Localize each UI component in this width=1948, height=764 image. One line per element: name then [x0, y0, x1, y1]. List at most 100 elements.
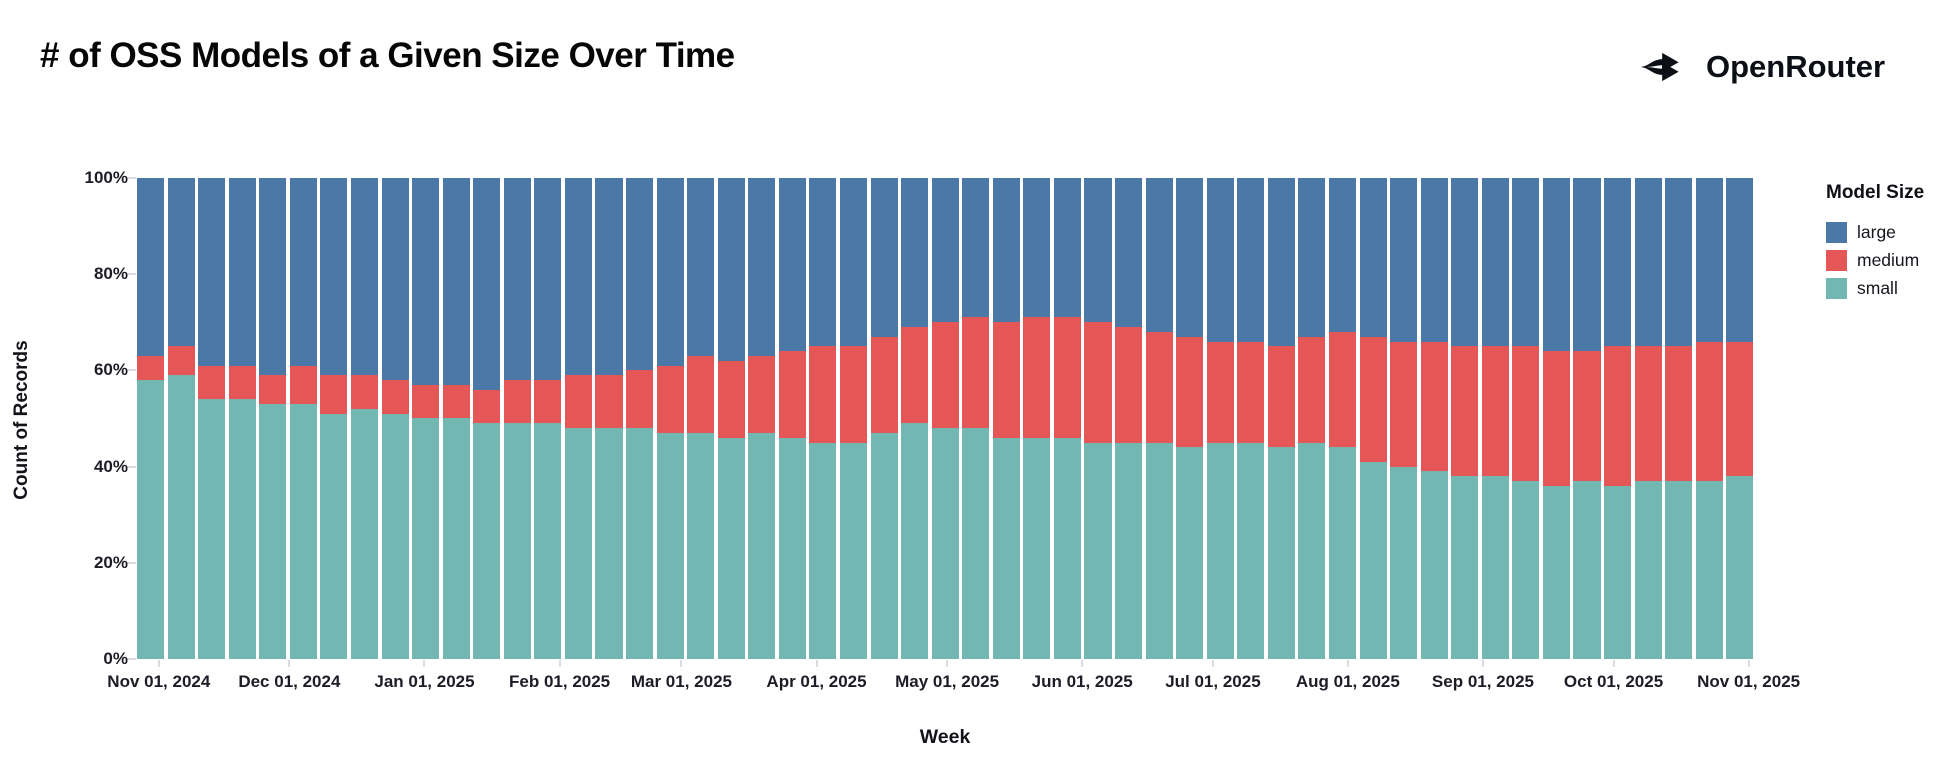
- bar-segment-large[interactable]: [839, 178, 867, 347]
- bar-segment-medium[interactable]: [1115, 327, 1143, 443]
- bar-segment-large[interactable]: [564, 178, 592, 376]
- week-bar[interactable]: [1176, 178, 1204, 659]
- week-bar[interactable]: [137, 178, 165, 659]
- bar-segment-medium[interactable]: [1542, 351, 1570, 486]
- bar-segment-large[interactable]: [1267, 178, 1295, 347]
- bar-segment-medium[interactable]: [1176, 336, 1204, 448]
- week-bar[interactable]: [1359, 178, 1387, 659]
- bar-segment-small[interactable]: [778, 437, 806, 659]
- bar-segment-small[interactable]: [717, 437, 745, 659]
- bar-segment-small[interactable]: [1542, 485, 1570, 659]
- bar-segment-medium[interactable]: [1634, 346, 1662, 482]
- week-bar[interactable]: [1573, 178, 1601, 659]
- week-bar[interactable]: [350, 178, 378, 659]
- week-bar[interactable]: [564, 178, 592, 659]
- bar-segment-medium[interactable]: [320, 375, 348, 414]
- bar-segment-small[interactable]: [1726, 476, 1754, 659]
- bar-segment-small[interactable]: [442, 418, 470, 659]
- week-bar[interactable]: [381, 178, 409, 659]
- bar-segment-medium[interactable]: [962, 317, 990, 429]
- week-bar[interactable]: [717, 178, 745, 659]
- bar-segment-small[interactable]: [534, 423, 562, 659]
- bar-segment-small[interactable]: [992, 437, 1020, 659]
- bar-segment-large[interactable]: [1359, 178, 1387, 337]
- week-bar[interactable]: [1665, 178, 1693, 659]
- bar-segment-small[interactable]: [259, 404, 287, 659]
- bar-segment-small[interactable]: [1145, 442, 1173, 659]
- bar-segment-large[interactable]: [1176, 178, 1204, 337]
- bar-segment-small[interactable]: [473, 423, 501, 659]
- bar-segment-medium[interactable]: [412, 384, 440, 419]
- week-bar[interactable]: [595, 178, 623, 659]
- week-bar[interactable]: [167, 178, 195, 659]
- bar-segment-small[interactable]: [503, 423, 531, 659]
- bar-segment-medium[interactable]: [198, 365, 226, 400]
- bar-segment-large[interactable]: [1634, 178, 1662, 347]
- bar-segment-small[interactable]: [839, 442, 867, 659]
- bar-segment-medium[interactable]: [1145, 331, 1173, 443]
- bar-segment-medium[interactable]: [1726, 341, 1754, 477]
- bar-segment-medium[interactable]: [534, 380, 562, 424]
- bar-segment-small[interactable]: [931, 428, 959, 659]
- bar-segment-small[interactable]: [595, 428, 623, 659]
- bar-segment-small[interactable]: [748, 432, 776, 659]
- bar-segment-large[interactable]: [1604, 178, 1632, 347]
- bar-segment-small[interactable]: [1390, 466, 1418, 659]
- bar-segment-small[interactable]: [1084, 442, 1112, 659]
- bar-segment-small[interactable]: [687, 432, 715, 659]
- bar-segment-large[interactable]: [1542, 178, 1570, 352]
- bar-segment-large[interactable]: [1573, 178, 1601, 352]
- week-bar[interactable]: [626, 178, 654, 659]
- week-bar[interactable]: [1237, 178, 1265, 659]
- bar-segment-small[interactable]: [1298, 442, 1326, 659]
- bar-segment-large[interactable]: [717, 178, 745, 361]
- week-bar[interactable]: [901, 178, 929, 659]
- bar-segment-small[interactable]: [809, 442, 837, 659]
- bar-segment-large[interactable]: [1420, 178, 1448, 342]
- bar-segment-medium[interactable]: [931, 322, 959, 429]
- week-bar[interactable]: [228, 178, 256, 659]
- bar-segment-large[interactable]: [809, 178, 837, 347]
- bar-segment-large[interactable]: [595, 178, 623, 376]
- week-bar[interactable]: [931, 178, 959, 659]
- bar-segment-medium[interactable]: [1328, 331, 1356, 448]
- bar-segment-small[interactable]: [870, 432, 898, 659]
- bar-segment-small[interactable]: [1023, 437, 1051, 659]
- bar-segment-large[interactable]: [1206, 178, 1234, 342]
- bar-segment-medium[interactable]: [1267, 346, 1295, 448]
- bar-segment-large[interactable]: [1451, 178, 1479, 347]
- bar-segment-medium[interactable]: [350, 375, 378, 409]
- bar-segment-large[interactable]: [167, 178, 195, 347]
- bar-segment-medium[interactable]: [1023, 317, 1051, 438]
- bar-segment-small[interactable]: [1115, 442, 1143, 659]
- week-bar[interactable]: [1634, 178, 1662, 659]
- week-bar[interactable]: [1726, 178, 1754, 659]
- bar-segment-large[interactable]: [350, 178, 378, 376]
- week-bar[interactable]: [412, 178, 440, 659]
- bar-segment-medium[interactable]: [656, 365, 684, 433]
- bar-segment-large[interactable]: [656, 178, 684, 366]
- bar-segment-large[interactable]: [1512, 178, 1540, 347]
- bar-segment-large[interactable]: [687, 178, 715, 356]
- bar-segment-medium[interactable]: [901, 327, 929, 424]
- bar-segment-large[interactable]: [870, 178, 898, 337]
- bar-segment-medium[interactable]: [228, 365, 256, 400]
- bar-segment-small[interactable]: [656, 432, 684, 659]
- bar-segment-large[interactable]: [1053, 178, 1081, 318]
- week-bar[interactable]: [1451, 178, 1479, 659]
- bar-segment-large[interactable]: [901, 178, 929, 328]
- bar-segment-small[interactable]: [1237, 442, 1265, 659]
- week-bar[interactable]: [1390, 178, 1418, 659]
- week-bar[interactable]: [320, 178, 348, 659]
- bar-segment-large[interactable]: [626, 178, 654, 371]
- bar-segment-small[interactable]: [1481, 476, 1509, 659]
- bar-segment-large[interactable]: [137, 178, 165, 356]
- week-bar[interactable]: [1115, 178, 1143, 659]
- bar-segment-medium[interactable]: [778, 351, 806, 438]
- bar-segment-small[interactable]: [901, 423, 929, 659]
- bar-segment-medium[interactable]: [1359, 336, 1387, 462]
- bar-segment-medium[interactable]: [1237, 341, 1265, 443]
- bar-segment-small[interactable]: [564, 428, 592, 659]
- week-bar[interactable]: [1512, 178, 1540, 659]
- bar-segment-medium[interactable]: [870, 336, 898, 433]
